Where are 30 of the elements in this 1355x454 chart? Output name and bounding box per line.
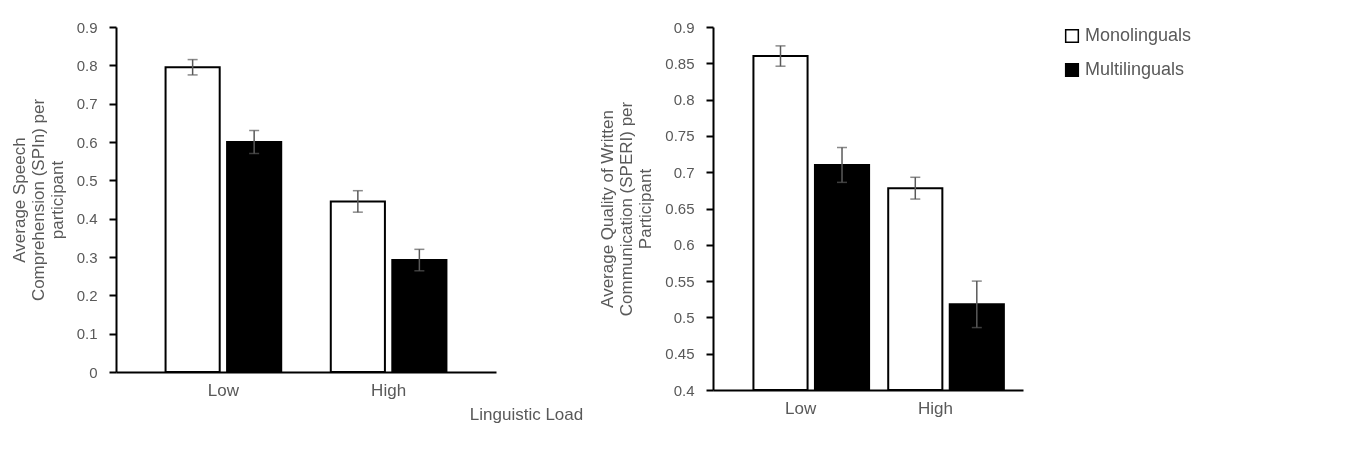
y-tick-label: 0.1 bbox=[76, 325, 98, 343]
y-tick-label: 0.9 bbox=[76, 18, 98, 36]
y-tick-label: 0 bbox=[89, 363, 98, 381]
x-tick-label: High bbox=[917, 398, 953, 418]
y-tick-label: 0.45 bbox=[665, 345, 695, 363]
y-tick-label: 0.8 bbox=[673, 91, 695, 109]
y-tick-label: 0.65 bbox=[665, 200, 695, 217]
y-tick-label: 0.3 bbox=[76, 248, 98, 266]
y-tick-label: 0.8 bbox=[76, 56, 98, 74]
y-tick-label: 0.85 bbox=[665, 54, 695, 72]
x-tick-label: High bbox=[371, 380, 407, 400]
legend-label: Multilinguals bbox=[1085, 59, 1185, 79]
y-tick-label: 0.4 bbox=[76, 210, 98, 228]
y-tick-label: 0.6 bbox=[76, 133, 98, 151]
x-tick-label: Low bbox=[785, 398, 817, 418]
x-axis-title: Linguistic Load bbox=[469, 404, 584, 424]
y-tick-label: 0.7 bbox=[76, 95, 98, 113]
y-tick-label: 0.6 bbox=[673, 236, 695, 254]
y-tick-label: 0.5 bbox=[76, 171, 98, 189]
y-tick-label: 0.2 bbox=[76, 286, 98, 304]
y-tick-label: 0.4 bbox=[673, 381, 695, 399]
y-tick-label: 0.5 bbox=[673, 308, 695, 326]
y-axis-title: Average Speech Comprehension (SPIn) per participant bbox=[9, 98, 67, 302]
legend-label: Monolinguals bbox=[1085, 25, 1192, 45]
y-tick-label: 0.7 bbox=[673, 163, 695, 181]
y-tick-label: 0.55 bbox=[665, 272, 695, 290]
y-axis-title: Average Quality of Written Communication (SPERI) per Participant bbox=[598, 101, 656, 317]
x-tick-label: Low bbox=[207, 380, 240, 400]
y-tick-label: 0.9 bbox=[673, 18, 695, 36]
y-tick-label: 0.75 bbox=[665, 127, 695, 145]
